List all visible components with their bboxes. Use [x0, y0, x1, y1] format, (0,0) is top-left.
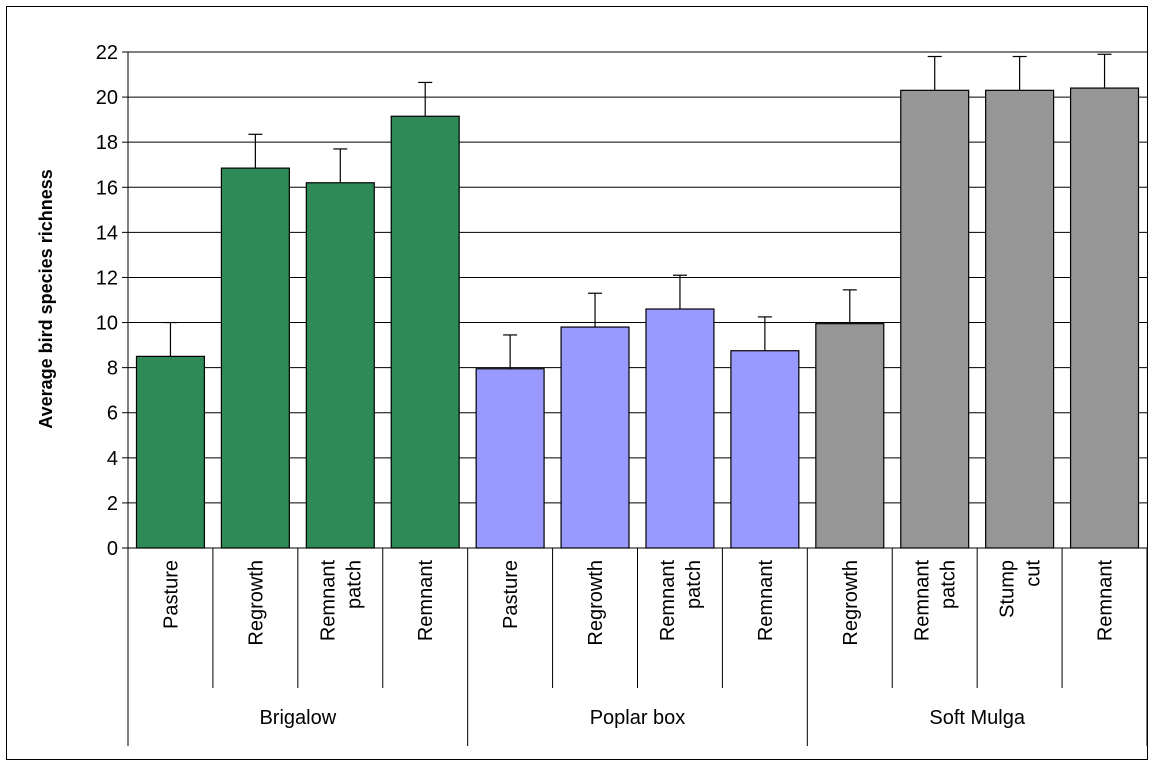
bar — [135, 355, 206, 549]
category-label: Regrowth — [245, 560, 267, 646]
bar — [645, 308, 715, 549]
category-label: Remnant — [755, 560, 777, 642]
category-label: patch — [683, 560, 705, 609]
y-tick-label: 8 — [107, 358, 118, 380]
category-label: Regrowth — [585, 560, 607, 646]
bar — [475, 368, 545, 549]
category-label: Stump — [997, 560, 1019, 618]
y-tick-label: 0 — [107, 538, 118, 560]
y-tick-label: 22 — [96, 42, 118, 64]
y-tick-label: 12 — [96, 267, 118, 289]
category-label: Remnant — [317, 560, 339, 642]
bar — [305, 182, 375, 549]
category-label: Regrowth — [840, 560, 862, 646]
bar — [390, 115, 460, 549]
bar — [560, 326, 630, 549]
category-label: Pasture — [500, 560, 522, 629]
bar — [815, 323, 885, 549]
y-tick-label: 4 — [107, 448, 118, 470]
group-label: Soft Mulga — [929, 707, 1025, 729]
bar — [900, 89, 970, 549]
bar — [1069, 87, 1140, 549]
bar — [220, 167, 290, 549]
category-label: Remnant — [912, 560, 934, 642]
y-tick-label: 6 — [107, 403, 118, 425]
group-label: Brigalow — [259, 707, 336, 729]
category-label: cut — [1023, 560, 1045, 587]
y-axis-label: Average bird species richness — [36, 169, 56, 428]
bar — [985, 89, 1055, 549]
category-label: Pasture — [160, 560, 182, 629]
category-label: patch — [343, 560, 365, 609]
y-tick-label: 10 — [96, 313, 118, 335]
group-label: Poplar box — [590, 707, 686, 729]
y-tick-label: 16 — [96, 177, 118, 199]
y-tick-label: 14 — [96, 222, 118, 244]
y-tick-label: 20 — [96, 87, 118, 109]
bar — [730, 350, 800, 549]
y-tick-label: 18 — [96, 132, 118, 154]
category-label: Remnant — [657, 560, 679, 642]
category-label: patch — [938, 560, 960, 609]
category-label: Remnant — [415, 560, 437, 642]
y-tick-label: 2 — [107, 493, 118, 515]
category-label: Remnant — [1095, 560, 1117, 642]
